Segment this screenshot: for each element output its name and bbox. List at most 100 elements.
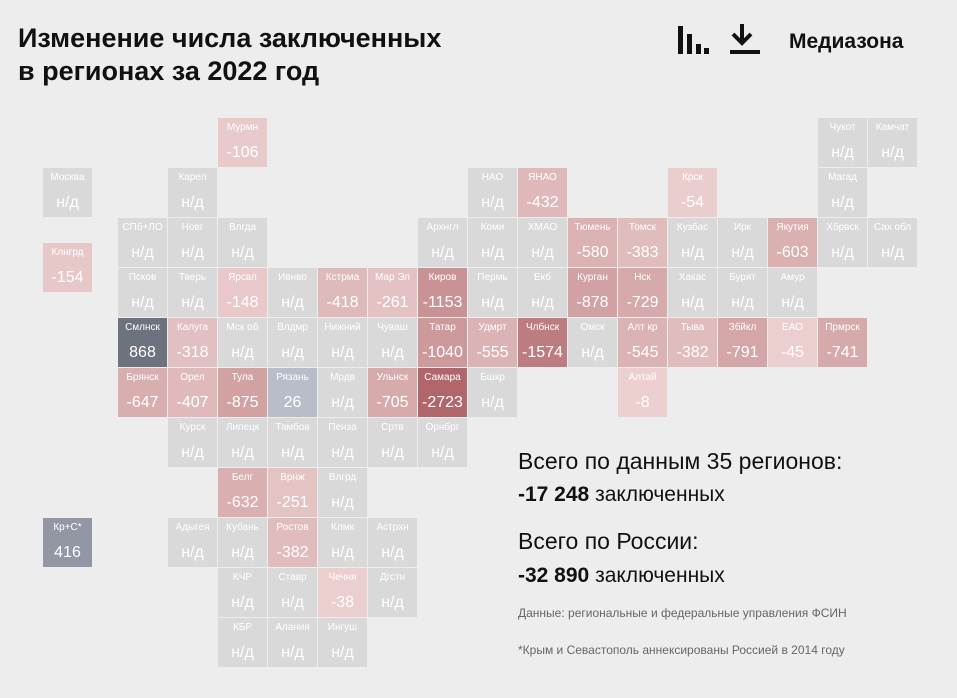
footnote: *Крым и Севастополь аннексированы Россие… (518, 643, 845, 657)
region-name: Тверь (178, 272, 207, 283)
region-value: н/д (181, 194, 204, 211)
region-name: Ирк (733, 222, 752, 233)
region-value: -1040 (422, 344, 463, 361)
region-value: н/д (231, 544, 254, 561)
total: -17 248 (518, 483, 590, 506)
region-name: Пермь (477, 272, 508, 283)
brand: Медиазона (789, 30, 904, 53)
region-name: Ивнво (278, 272, 307, 283)
region-tile: Якутия -603 (768, 218, 817, 267)
region-tile: Самара -2723 (418, 368, 467, 417)
region-tile: Карел н/д (168, 168, 217, 217)
region-tile: Кузбас н/д (668, 218, 717, 267)
region-tile: Нижний н/д (318, 318, 367, 367)
region-value: -603 (776, 244, 809, 261)
region-value: -251 (276, 494, 309, 511)
region-value: 868 (129, 344, 156, 361)
region-name: Омск (580, 322, 605, 333)
region-name: Мск об (226, 322, 259, 333)
region-name: Кубань (226, 522, 259, 533)
region-value: н/д (881, 244, 904, 261)
region-tile: Нск -729 (618, 268, 667, 317)
region-name: Пенза (328, 422, 357, 433)
region-tile: Влгда н/д (218, 218, 267, 267)
region-tile: КБР н/д (218, 618, 267, 667)
region-tile: Омск н/д (568, 318, 617, 367)
region-value: н/д (181, 444, 204, 461)
region-value: н/д (831, 144, 854, 161)
region-value: н/д (56, 194, 79, 211)
region-name: Липецк (225, 422, 260, 433)
summary-total: -17 248 заключенных (518, 483, 725, 507)
region-name: Влгда (228, 222, 257, 233)
summary-line: Всего по данным 35 регионов: (518, 448, 843, 474)
region-value: н/д (181, 544, 204, 561)
region-tile: Коми н/д (468, 218, 517, 267)
region-value: н/д (381, 344, 404, 361)
region-tile: Ингуш н/д (318, 618, 367, 667)
region-tile: КЧР н/д (218, 568, 267, 617)
region-tile: Тамбов н/д (268, 418, 317, 467)
region-name: Влдмр (277, 322, 308, 333)
region-name: КБР (232, 622, 253, 633)
region-value: н/д (731, 244, 754, 261)
region-tile: Сах обл н/д (868, 218, 917, 267)
region-tile: Кр+С* 416 (43, 518, 92, 567)
region-value: -382 (276, 544, 309, 561)
region-name: Тамбов (275, 422, 310, 433)
region-name: Москва (50, 172, 85, 183)
region-value: н/д (231, 344, 254, 361)
region-value: н/д (731, 294, 754, 311)
region-value: -8 (635, 394, 650, 411)
region-value: н/д (281, 294, 304, 311)
region-tile: Томск -383 (618, 218, 667, 267)
region-value: -647 (126, 394, 159, 411)
region-value: н/д (531, 294, 554, 311)
region-value: -1153 (422, 294, 463, 311)
region-value: -741 (826, 344, 859, 361)
region-tile: Ирк н/д (718, 218, 767, 267)
region-name: Псков (128, 272, 157, 283)
region-name: Удмрт (478, 322, 507, 333)
region-value: 416 (54, 544, 81, 561)
region-value: н/д (231, 444, 254, 461)
source: Данные: региональные и федеральные управ… (518, 606, 847, 620)
region-name: Амур (780, 272, 805, 283)
region-value: н/д (581, 344, 604, 361)
region-tile: Камчат н/д (868, 118, 917, 167)
region-tile: Пенза н/д (318, 418, 367, 467)
region-tile: Ставр н/д (268, 568, 317, 617)
region-name: Кр+С* (53, 522, 82, 533)
total: -32 890 (518, 564, 590, 587)
region-value: -1574 (522, 344, 563, 361)
region-value: н/д (481, 244, 504, 261)
region-value: -382 (676, 344, 709, 361)
region-tile: НАО н/д (468, 168, 517, 217)
region-tile: Члбнск -1574 (518, 318, 567, 367)
region-value: н/д (331, 544, 354, 561)
region-tile: Курск н/д (168, 418, 217, 467)
region-value: н/д (231, 244, 254, 261)
region-value: -545 (626, 344, 659, 361)
region-tile: Москва н/д (43, 168, 92, 217)
region-name: Ингуш (327, 622, 358, 633)
region-tile: Киров -1153 (418, 268, 467, 317)
region-name: КЧР (232, 572, 253, 583)
region-name: ЯНАО (528, 172, 557, 183)
region-value: н/д (481, 194, 504, 211)
region-value: н/д (481, 394, 504, 411)
region-value: -729 (626, 294, 659, 311)
region-tile: Магад н/д (818, 168, 867, 217)
region-value: -705 (376, 394, 409, 411)
region-name: Клнгрд (51, 247, 84, 258)
region-name: Сртв (381, 422, 404, 433)
icons[interactable] (676, 22, 766, 56)
region-value: н/д (431, 244, 454, 261)
region-name: Карел (178, 172, 207, 183)
region-value: н/д (331, 394, 354, 411)
region-name: Збйкл (728, 322, 757, 333)
region-name: Томск (628, 222, 657, 233)
region-name: Киров (428, 272, 457, 283)
region-tile: Мск об н/д (218, 318, 267, 367)
region-tile: Кубань н/д (218, 518, 267, 567)
